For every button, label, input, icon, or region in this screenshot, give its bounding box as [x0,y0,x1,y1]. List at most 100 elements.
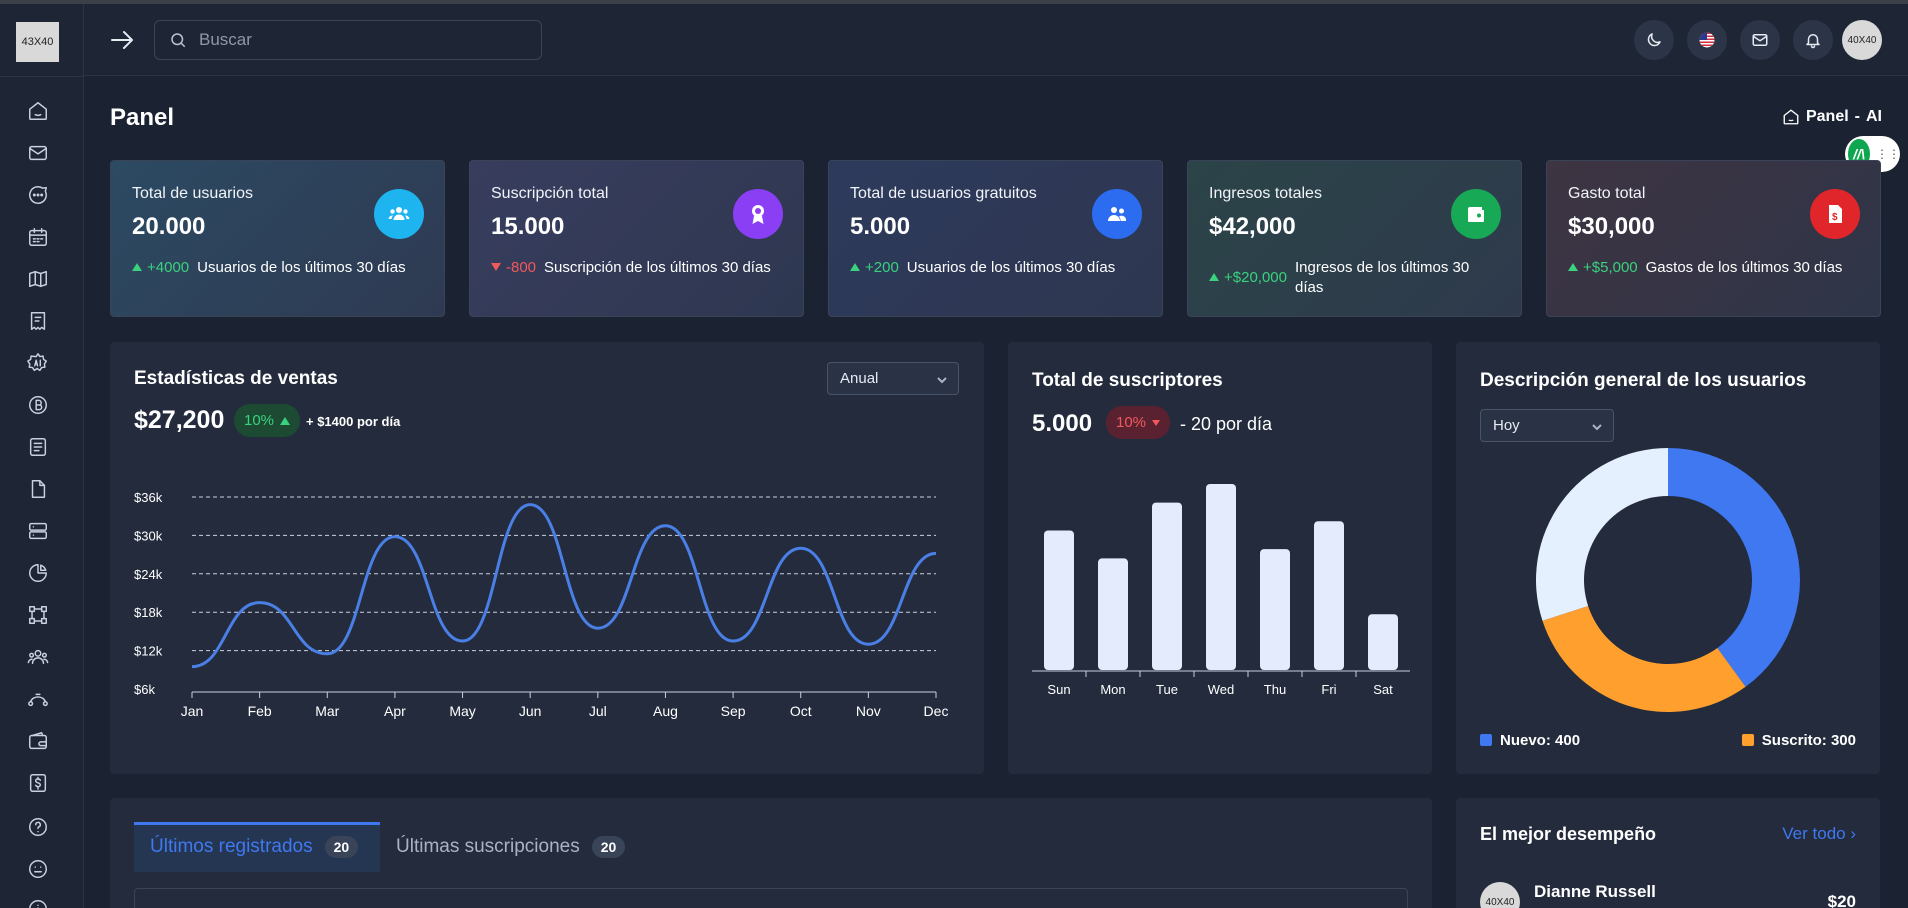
help-icon[interactable] [27,816,49,838]
y-tick-label: $18k [134,605,163,620]
x-tick-label: Mar [315,703,339,719]
pie-chart-icon[interactable] [27,562,49,584]
stat-value: $30,000 [1568,213,1655,240]
stat-trend: -800 Suscripción de los últimos 30 días [491,258,771,278]
see-all-link[interactable]: Ver todo › [1782,824,1856,844]
server-icon[interactable] [27,520,49,542]
users-icon[interactable] [27,646,49,668]
trend-up-icon [132,263,142,271]
invoice-icon[interactable] [27,310,49,332]
chat-icon[interactable] [27,184,49,206]
award-icon [733,189,783,239]
us-flag-icon [1699,32,1715,48]
stat-delta: +$5,000 [1583,259,1638,276]
tab-latest-registered[interactable]: Últimos registrados 20 [150,822,359,872]
legend-subscribed: Suscrito: 300 [1741,732,1856,749]
stat-delta: -800 [506,259,537,276]
stat-value: $42,000 [1209,213,1296,240]
stat-desc: Usuarios de los últimos 30 días [197,259,406,276]
trend-up-icon [280,416,291,425]
breadcrumb: Panel - AI [1782,108,1882,126]
y-tick-label: $24k [134,567,163,582]
smile-icon[interactable] [27,858,49,880]
breadcrumb-root[interactable]: Panel [1805,108,1849,125]
performer-name[interactable]: Dianne Russell [1534,882,1656,901]
sidebar-divider [0,76,84,77]
sidebar-toggle-button[interactable] [108,26,136,54]
file-icon[interactable] [27,478,49,500]
messages-button[interactable] [1740,20,1780,60]
y-tick-label: $30k [134,528,163,543]
stat-card-total-users: Total de usuarios 20.000 +4000 Usuarios d… [110,160,445,317]
y-tick-label: $12k [134,644,163,659]
x-tick-label: Nov [856,703,881,719]
bell-icon [1806,34,1820,49]
stat-trend: +200 Usuarios de los últimos 30 días [850,258,1115,278]
sidebar: 43X40 [0,4,84,908]
stat-desc: Gastos de los últimos 30 días [1645,259,1843,276]
x-tick-label: Apr [384,703,406,719]
ai-icon[interactable] [27,352,49,374]
performer-amount: $20 [1827,892,1856,908]
trend-up-icon [850,263,860,271]
top-header: 40X40 [84,4,1908,76]
home-icon [1783,109,1799,125]
stat-delta: +200 [865,259,899,276]
y-tick-label: $6k [134,682,155,697]
stat-delta: +4000 [147,259,190,276]
theme-toggle-button[interactable] [1634,20,1674,60]
x-tick-label: Wed [1208,682,1235,697]
x-tick-label: Oct [790,703,812,719]
wallet-icon[interactable] [27,730,49,752]
users-icon [374,189,424,239]
bar [1098,558,1128,670]
select-value: Hoy [1493,417,1520,434]
stat-trend: +4000 Usuarios de los últimos 30 días [132,258,406,278]
stat-desc: Ingresos de los últimos 30 días [1294,259,1470,296]
users-period-select[interactable]: Hoy [1480,409,1614,442]
logo[interactable]: 43X40 [16,22,59,62]
stat-trend: +$20,000 Ingresos de los últimos 30 días [1209,258,1499,298]
notes-icon[interactable] [27,436,49,458]
subscribers-change-badge: 10% [1106,406,1171,439]
bar [1260,549,1290,670]
top-performers-panel: El mejor desempeño Ver todo › 40X40 Dian… [1456,798,1880,908]
tab-latest-subscriptions[interactable]: Últimas suscripciones 20 [396,822,626,872]
stat-label: Gasto total [1568,185,1646,202]
map-icon[interactable] [27,268,49,290]
breadcrumb-current: AI [1866,108,1882,125]
stat-card-free-users: Total de usuarios gratuitos 5.000 +200 Us… [828,160,1163,317]
search-input[interactable] [199,30,529,50]
bar [1044,530,1074,670]
calendar-icon[interactable] [27,226,49,248]
panel-title: Descripción general de los usuarios [1480,370,1807,391]
bitcoin-icon[interactable] [27,394,49,416]
receipt-icon: $ [1810,189,1860,239]
sales-period-select[interactable]: Anual [827,362,959,395]
tab-count-badge: 20 [591,836,626,858]
subscribers-bar-chart: Sun Mon Tue Wed Thu Fri Sat [1032,484,1410,697]
x-tick-label: Jun [519,703,542,719]
dollar-icon[interactable] [27,772,49,794]
mail-icon[interactable] [27,142,49,164]
stat-value: 5.000 [850,213,911,240]
arrow-right-icon [111,31,133,49]
language-button[interactable] [1687,20,1727,60]
info-icon[interactable] [27,898,49,908]
bar [1314,521,1344,670]
search-box[interactable] [154,20,542,60]
drag-handle-icon[interactable]: ⋮⋮ [1876,147,1900,161]
chevron-down-icon [1592,424,1602,431]
route-icon[interactable] [27,688,49,710]
svg-text:$: $ [1832,212,1838,223]
legend-swatch [1741,734,1754,746]
x-tick-label: Sep [721,703,746,719]
legend-label: Suscrito: 300 [1761,732,1856,749]
user-avatar[interactable]: 40X40 [1842,20,1882,60]
x-tick-label: Fri [1321,682,1336,697]
users-overview-panel: Descripción general de los usuarios Hoy … [1456,342,1880,774]
stat-label: Total de usuarios gratuitos [850,185,1037,202]
nodes-icon[interactable] [27,604,49,626]
home-icon[interactable] [27,100,49,122]
notifications-button[interactable] [1793,20,1833,60]
